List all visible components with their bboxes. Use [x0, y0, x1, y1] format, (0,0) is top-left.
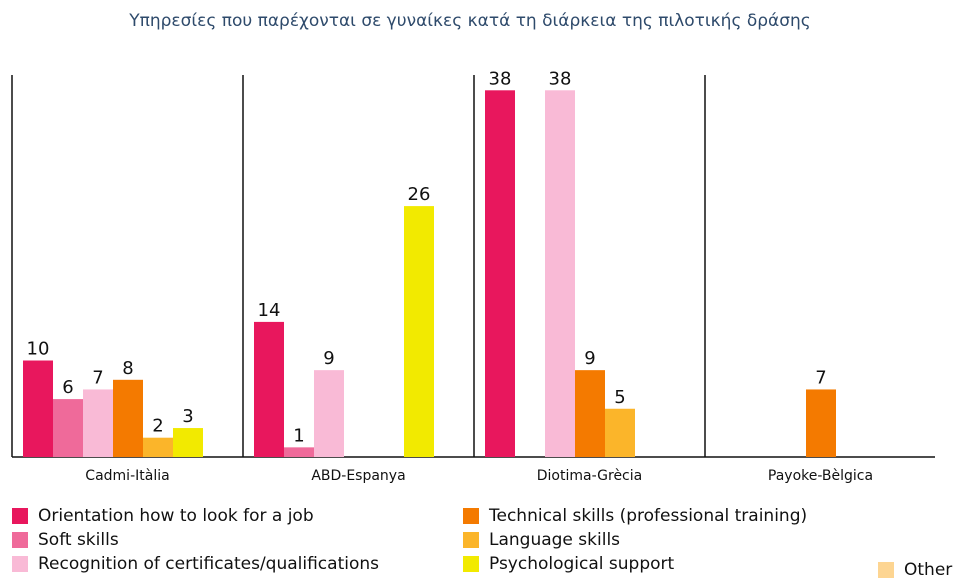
chart-title: Υπηρεσίες που παρέχονται σε γυναίκες κατ…: [129, 11, 811, 31]
bar: [83, 389, 113, 457]
data-label: 9: [584, 348, 595, 369]
bar: [404, 206, 434, 457]
bar: [314, 370, 344, 457]
bar: [143, 437, 173, 457]
bar: [485, 90, 515, 458]
data-label: 7: [92, 367, 103, 388]
data-label: 2: [152, 416, 163, 437]
data-label: 5: [614, 387, 625, 408]
legend-marker: [463, 532, 479, 548]
legend-marker: [463, 556, 479, 572]
data-label: 6: [62, 377, 73, 398]
bar: [545, 90, 575, 458]
x-tick-label: Payoke-Bèlgica: [768, 468, 873, 484]
legend-marker: [12, 556, 28, 572]
data-label: 7: [815, 367, 826, 388]
legend-label: Psychological support: [489, 554, 675, 574]
bar: [23, 360, 53, 457]
bar: [254, 321, 284, 457]
x-tick-label: Cadmi-Itàlia: [85, 468, 169, 484]
legend-marker: [463, 508, 479, 524]
data-label: 3: [182, 406, 193, 427]
data-label: 26: [408, 184, 431, 205]
data-label: 38: [489, 68, 512, 89]
data-label: 1: [293, 425, 304, 446]
legend-label: Technical skills (professional training): [488, 506, 807, 526]
legend-marker: [878, 562, 894, 578]
bar: [284, 447, 314, 457]
bar: [605, 408, 635, 457]
bar: [113, 379, 143, 457]
bar: [806, 389, 836, 457]
x-tick-label: ABD-Espanya: [311, 468, 405, 484]
bar: [575, 370, 605, 457]
data-label: 8: [122, 358, 133, 379]
x-tick-label: Diotima-Grècia: [537, 468, 642, 484]
legend-label: Other: [904, 560, 952, 580]
bar: [53, 399, 83, 457]
data-label: 10: [27, 339, 50, 360]
legend-label: Language skills: [489, 530, 620, 550]
legend-label: Recognition of certificates/qualificatio…: [38, 554, 379, 574]
data-label: 9: [323, 348, 334, 369]
data-label: 38: [549, 68, 572, 89]
legend-label: Orientation how to look for a job: [38, 506, 314, 526]
legend-marker: [12, 508, 28, 524]
legend-marker: [12, 532, 28, 548]
data-label: 14: [258, 300, 281, 321]
legend-label: Soft skills: [38, 530, 119, 550]
bar: [173, 428, 203, 457]
